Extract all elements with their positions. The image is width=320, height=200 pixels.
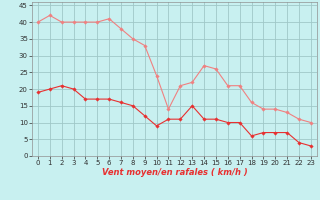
X-axis label: Vent moyen/en rafales ( km/h ): Vent moyen/en rafales ( km/h ): [101, 168, 247, 177]
